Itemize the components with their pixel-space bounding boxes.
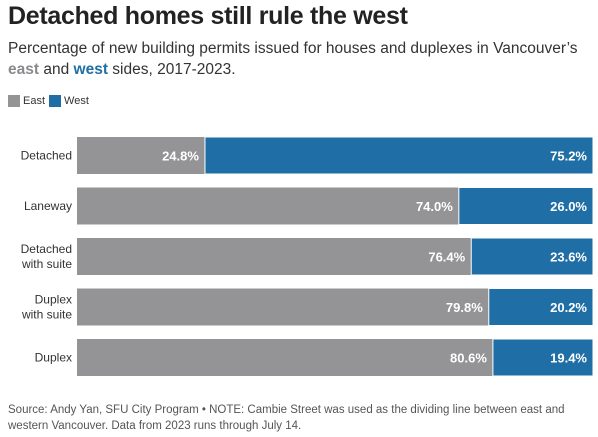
category-label-line: Detached bbox=[21, 242, 72, 256]
source-note: Source: Andy Yan, SFU City Program • NOT… bbox=[8, 404, 565, 432]
category-label-duplex-with-suite: Duplex with suite bbox=[21, 293, 72, 322]
bar-west-duplex-with-suite bbox=[488, 288, 594, 326]
data-label-west-detached: 75.2% bbox=[550, 149, 587, 164]
data-label-east-duplex: 80.6% bbox=[450, 351, 487, 366]
bar-east-detached-with-suite bbox=[77, 238, 472, 275]
stacked-bar-chart: Detached 24.8% 75.2% Laneway 74.0% 26.0% Detac… bbox=[21, 136, 594, 377]
bar-west-duplex bbox=[492, 338, 594, 377]
data-label-west-duplex-with-suite: 20.2% bbox=[550, 300, 587, 315]
category-label-line: Duplex bbox=[35, 293, 72, 307]
data-label-west-laneway: 26.0% bbox=[550, 199, 587, 214]
legend-label-west: West bbox=[64, 95, 89, 107]
bar-east-detached bbox=[77, 137, 205, 174]
category-label-laneway: Laneway bbox=[24, 199, 72, 213]
category-label-line: with suite bbox=[21, 257, 72, 271]
legend-item-west: West bbox=[49, 95, 89, 107]
category-label-line: Duplex bbox=[35, 351, 72, 365]
category-label-duplex: Duplex bbox=[35, 351, 72, 365]
category-label-line: with suite bbox=[21, 308, 72, 322]
data-label-east-laneway: 74.0% bbox=[416, 199, 453, 214]
legend: East West bbox=[8, 95, 93, 107]
bar-west-laneway bbox=[458, 187, 594, 225]
data-label-east-detached: 24.8% bbox=[162, 149, 199, 164]
subtitle-east-highlight: east bbox=[8, 61, 40, 78]
category-label-detached: Detached bbox=[21, 149, 72, 163]
legend-label-east: East bbox=[23, 95, 46, 107]
legend-item-east: East bbox=[8, 95, 45, 107]
category-label-line: Laneway bbox=[24, 199, 72, 213]
subtitle-text-end: sides, 2017-2023. bbox=[107, 61, 236, 78]
subtitle-west-highlight: west bbox=[73, 61, 108, 78]
category-label-line: Detached bbox=[21, 149, 72, 163]
bar-west-detached-with-suite bbox=[470, 237, 594, 276]
category-label-detached-with-suite: Detached with suite bbox=[21, 242, 73, 271]
bar-west-detached bbox=[204, 136, 594, 175]
subtitle-text-and: and bbox=[39, 61, 74, 78]
bar-east-laneway bbox=[77, 187, 459, 225]
data-label-west-detached-with-suite: 23.6% bbox=[550, 250, 587, 265]
data-label-east-detached-with-suite: 76.4% bbox=[428, 250, 465, 265]
data-label-west-duplex: 19.4% bbox=[550, 351, 587, 366]
legend-swatch-east bbox=[8, 95, 20, 107]
bar-east-duplex-with-suite bbox=[77, 288, 489, 326]
subtitle-text-start: Percentage of new building permits issue… bbox=[8, 40, 578, 57]
data-label-east-duplex-with-suite: 79.8% bbox=[446, 300, 483, 315]
chart-title: Detached homes still rule the west bbox=[8, 2, 408, 30]
bar-east-duplex bbox=[77, 339, 493, 376]
legend-swatch-west bbox=[49, 95, 62, 107]
chart-subtitle: Percentage of new building permits issue… bbox=[8, 38, 593, 80]
